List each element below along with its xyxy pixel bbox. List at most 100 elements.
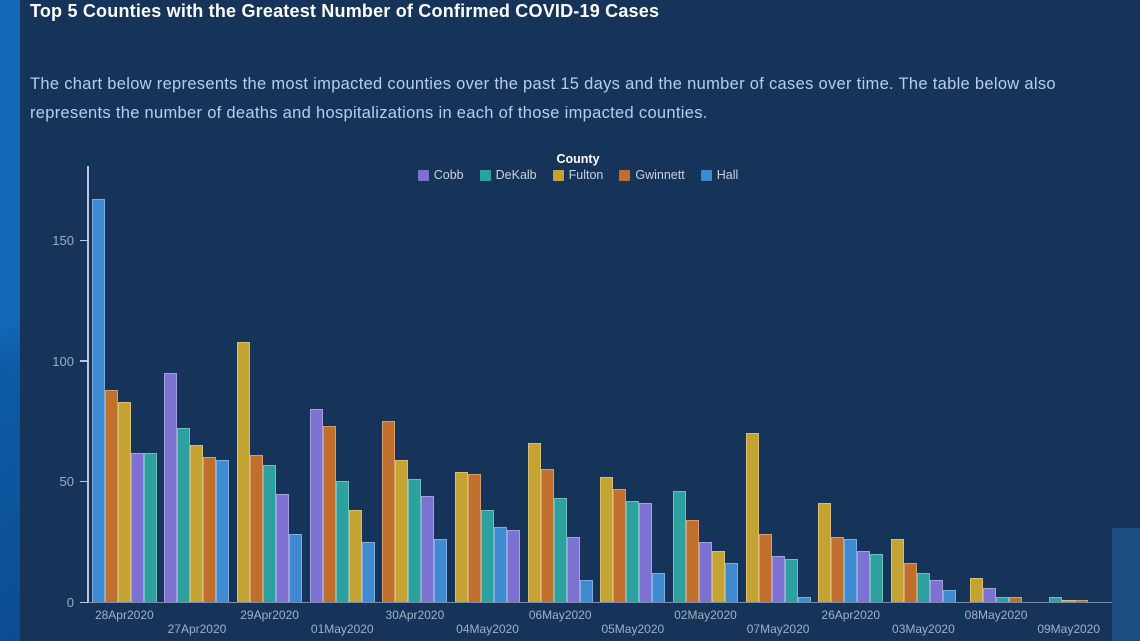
bar-hall-26Apr2020: [844, 539, 858, 602]
bar-gwinnett-07May2020: [758, 534, 772, 602]
x-axis-label-26Apr2020: 26Apr2020: [821, 608, 881, 622]
bar-fulton-08May2020: [970, 577, 983, 602]
bar-hall-30Apr2020: [434, 539, 448, 602]
legend-label-cobb: Cobb: [433, 168, 464, 182]
x-axis-label-04May2020: 04May2020: [456, 622, 519, 636]
bar-gwinnett-03May2020: [903, 563, 917, 602]
legend-swatch-gwinnett-icon: [619, 169, 631, 181]
bar-group-30Apr2020: [379, 180, 452, 602]
y-axis-ticks: 0 50 100 150: [52, 180, 1105, 610]
bar-cobb-06May2020: [566, 536, 580, 602]
x-axis-label-05May2020: 05May2020: [601, 622, 665, 636]
bar-fulton-03May2020: [890, 539, 904, 602]
legend-swatch-cobb-icon: [417, 169, 429, 181]
bottom-right-decoration: [1112, 528, 1140, 641]
y-tick-mark-150: [80, 239, 88, 242]
bar-group-27Apr2020: [161, 180, 234, 602]
legend-label-fulton: Fulton: [568, 168, 604, 182]
bar-cobb-02May2020: [698, 541, 712, 602]
x-axis-label-29Apr2020: 29Apr2020: [240, 608, 299, 622]
bar-group-02May2020: [669, 180, 742, 602]
bar-dekalb-08May2020: [996, 597, 1009, 602]
x-axis-label-06May2020: 06May2020: [528, 608, 592, 622]
legend-item-gwinnett: Gwinnett: [619, 168, 685, 182]
x-axis-labels: 28Apr2020 27Apr2020 29Apr2020 01May2020 30Ap…: [88, 602, 1105, 640]
bar-fulton-28Apr2020: [117, 401, 131, 602]
bar-group-06May2020: [524, 180, 597, 602]
x-axis-label-28Apr2020: 28Apr2020: [94, 608, 154, 622]
x-axis-label-08May2020: 08May2020: [964, 608, 1028, 622]
bar-dekalb-28Apr2020: [143, 452, 157, 602]
bar-hall-29Apr2020: [289, 534, 303, 602]
bar-hall-03May2020: [942, 589, 956, 602]
bar-hall-07May2020: [797, 597, 811, 602]
bar-group-09May2020: [1032, 180, 1105, 602]
x-axis-label-02May2020: 02May2020: [674, 608, 737, 622]
bar-hall-28Apr2020: [91, 199, 105, 602]
bar-group-28Apr2020: [88, 180, 161, 602]
legend-label-dekalb: DeKalb: [495, 168, 537, 182]
bar-dekalb-02May2020: [672, 491, 686, 602]
bar-group-26Apr2020: [814, 180, 887, 602]
bar-hall-27Apr2020: [216, 459, 230, 602]
bar-fulton-26Apr2020: [818, 503, 832, 602]
legend-item-fulton: Fulton: [552, 168, 604, 182]
bar-cobb-28Apr2020: [130, 452, 144, 602]
bar-gwinnett-29Apr2020: [250, 454, 264, 602]
bar-dekalb-07May2020: [784, 558, 798, 602]
y-tick-label-0: 0: [66, 595, 74, 610]
y-tick-mark-50: [80, 480, 88, 483]
y-tick-mark-100: [80, 360, 88, 362]
bar-dekalb-06May2020: [553, 498, 567, 602]
bar-cobb-30Apr2020: [421, 495, 435, 602]
bar-dekalb-04May2020: [481, 510, 495, 602]
legend-item-hall: Hall: [700, 168, 739, 182]
bar-fulton-01May2020: [348, 510, 362, 602]
bar-dekalb-09May2020: [1049, 597, 1063, 602]
x-axis: [87, 601, 1112, 603]
bar-dekalb-29Apr2020: [263, 464, 277, 602]
bar-gwinnett-28Apr2020: [104, 389, 118, 602]
bar-cobb-26Apr2020: [857, 551, 871, 602]
bar-cobb-05May2020: [639, 503, 653, 602]
bar-dekalb-30Apr2020: [408, 479, 422, 602]
legend-swatch-fulton-icon: [552, 169, 564, 181]
bar-gwinnett-26Apr2020: [831, 536, 845, 602]
bar-hall-02May2020: [724, 563, 738, 602]
legend-swatch-hall-icon: [700, 169, 712, 181]
left-edge-decoration: [0, 0, 20, 641]
bar-dekalb-03May2020: [916, 573, 930, 602]
bar-gwinnett-09May2020: [1075, 599, 1089, 602]
bar-gwinnett-05May2020: [613, 488, 627, 602]
bar-fulton-02May2020: [711, 551, 725, 602]
page-description: The chart below represents the most impa…: [30, 75, 1056, 122]
y-tick-label-100: 100: [52, 353, 74, 369]
bar-gwinnett-04May2020: [468, 474, 482, 602]
bar-group-08May2020: [960, 180, 1033, 602]
bar-dekalb-26Apr2020: [870, 553, 884, 602]
x-axis-label-27Apr2020: 27Apr2020: [167, 622, 227, 636]
bar-fulton-09May2020: [1062, 599, 1076, 602]
bar-hall-01May2020: [361, 541, 375, 602]
x-axis-label-30Apr2020: 30Apr2020: [385, 608, 445, 622]
y-tick-mark-0: [80, 601, 88, 603]
y-tick-label-50: 50: [59, 474, 74, 490]
bar-cobb-03May2020: [929, 580, 943, 602]
bar-group-07May2020: [742, 180, 815, 602]
bar-gwinnett-08May2020: [1009, 597, 1022, 602]
bar-gwinnett-27Apr2020: [203, 457, 217, 602]
bar-fulton-04May2020: [455, 471, 469, 602]
y-axis: [87, 166, 89, 602]
bar-gwinnett-02May2020: [685, 520, 699, 602]
x-axis-label-09May2020: 09May2020: [1037, 622, 1101, 636]
y-tick-label-150: 150: [52, 233, 74, 249]
legend-title: County: [556, 152, 600, 166]
bar-group-29Apr2020: [233, 180, 306, 602]
legend-item-dekalb: DeKalb: [479, 168, 537, 182]
bar-cobb-29Apr2020: [276, 493, 290, 602]
legend-label-hall: Hall: [716, 168, 739, 182]
page-title: Top 5 Counties with the Greatest Number …: [30, 1, 660, 21]
bar-fulton-29Apr2020: [237, 341, 251, 602]
bar-group-03May2020: [887, 180, 960, 602]
